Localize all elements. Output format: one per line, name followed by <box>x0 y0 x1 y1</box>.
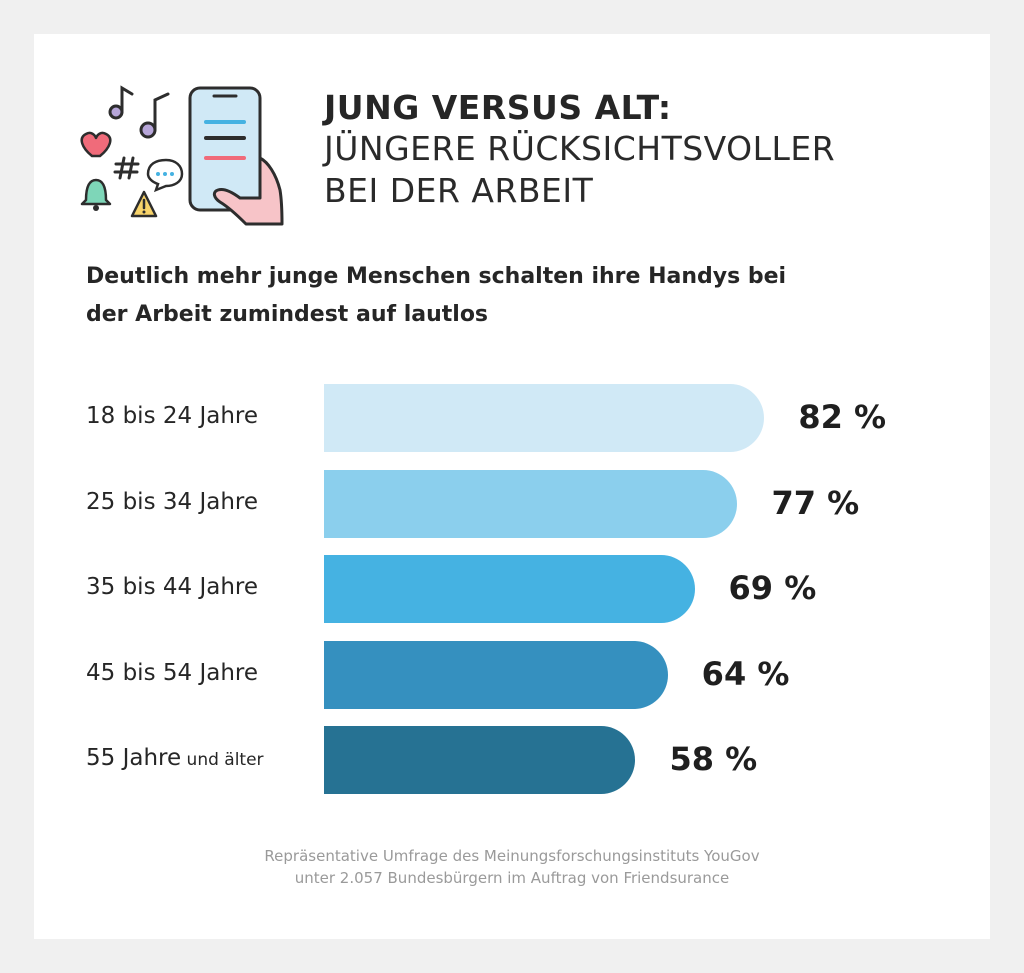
category-label-main: 45 bis 54 Jahre <box>86 659 258 686</box>
hand-icon <box>212 156 284 226</box>
music-note-icon <box>139 92 170 139</box>
category-label-main: 55 Jahre <box>86 745 182 771</box>
bar <box>324 726 636 794</box>
bar <box>324 469 738 538</box>
source-footnote: Repräsentative Umfrage des Meinungsforsc… <box>34 845 990 889</box>
chart-subtitle: Deutlich mehr junge Menschen schalten ih… <box>86 258 946 334</box>
category-label-main: 35 bis 44 Jahre <box>86 574 258 600</box>
title-block: JUNG VERSUS ALT: JÜNGERE RÜCKSICHTSVOLLE… <box>324 88 964 212</box>
subtitle-line-2: der Arbeit zumindest auf lautlos <box>86 302 489 327</box>
category-label: 18 bis 24 Jahre <box>86 403 258 429</box>
category-label-main: 18 bis 24 Jahre <box>86 403 258 429</box>
footnote-line-1: Repräsentative Umfrage des Meinungsforsc… <box>264 847 760 865</box>
category-label-main: 25 bis 34 Jahre <box>86 488 258 515</box>
category-label-suffix: und älter <box>181 750 264 770</box>
bar <box>324 640 668 709</box>
value-label: 82 % <box>798 398 887 436</box>
title-main: JUNG VERSUS ALT: <box>324 88 672 127</box>
value-label: 58 % <box>669 740 758 778</box>
value-label: 69 % <box>728 569 817 607</box>
category-label: 55 Jahre und älter <box>86 745 264 771</box>
category-label: 35 bis 44 Jahre <box>86 574 258 600</box>
bar <box>324 384 765 452</box>
category-label: 45 bis 54 Jahre <box>86 660 258 686</box>
value-label: 77 % <box>771 483 860 522</box>
bell-icon <box>80 178 112 211</box>
value-label: 64 % <box>701 654 790 693</box>
category-label: 25 bis 34 Jahre <box>86 489 258 515</box>
speech-bubble-icon <box>146 158 184 193</box>
smartphone-icon <box>188 86 262 212</box>
phone-illustration <box>80 85 284 226</box>
footnote-line-2: unter 2.057 Bundesbürgern im Auftrag von… <box>294 869 730 887</box>
warning-icon <box>130 190 158 218</box>
title-line-2: JÜNGERE RÜCKSICHTSVOLLER <box>324 129 836 168</box>
title-line-3: BEI DER ARBEIT <box>324 171 594 210</box>
bar <box>324 555 695 623</box>
heart-icon <box>80 131 112 158</box>
music-note-icon <box>108 85 134 120</box>
subtitle-line-1: Deutlich mehr junge Menschen schalten ih… <box>86 264 787 289</box>
hashtag-icon <box>113 156 140 180</box>
